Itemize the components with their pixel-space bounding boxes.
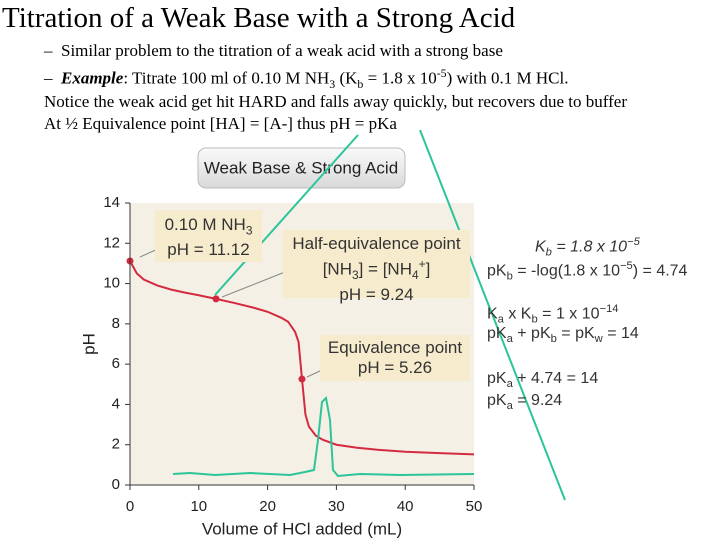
equation: Kb = 1.8 x 10−5 [535,236,640,259]
text: K [487,305,498,323]
text: (K [335,68,358,88]
text: K [535,238,546,256]
x-tick-label: 0 [126,498,134,515]
text: pK [487,262,507,280]
text: ] [425,259,431,279]
text: 3 [329,77,336,92]
x-tick-label: 10 [190,498,207,515]
text: Example [61,68,124,88]
text: = 1.8 x 10 [363,68,437,88]
text: Half-equivalence point [292,234,461,253]
text: ] = [NH [358,259,412,279]
bullet: – Example: Titrate 100 ml of 0.10 M NH3 … [44,66,568,92]
text: = 9.24 [512,392,563,409]
text: −14 [599,303,619,315]
text: = pK [556,325,595,342]
text: −5 [619,260,633,272]
text: ) = 4.74 [632,262,688,280]
y-tick-label: 12 [103,234,120,251]
equation: pKa + pKb = pKw = 14 [487,325,639,345]
text: -5 [436,66,447,80]
equation: Ka x Kb = 1 x 10−14 [487,303,619,326]
y-tick-label: 14 [103,194,120,211]
x-tick-label: 30 [328,498,345,515]
line-series [129,260,475,456]
text: + 4.74 = 14 [512,370,599,387]
y-tick-label: 4 [112,395,120,412]
equation: pKb = -log(1.8 x 10−5) = 4.74 [487,260,687,283]
point [212,295,220,303]
chart-title: Weak Base & Strong Acid [204,158,398,177]
annotation: Equivalence point pH = 5.26 [320,338,470,378]
point [298,375,306,383]
text: = 14 [602,325,639,342]
text: b [357,77,364,92]
text: = 1 x 10 [537,305,600,323]
text: pH = 11.12 [167,240,250,260]
text: w [594,333,603,346]
chart-title-box [197,147,406,189]
text: b [531,313,538,326]
text: pH = 5.26 [357,358,433,377]
text: 4 [411,268,419,283]
slide-title: Titration of a Weak Base with a Strong A… [2,2,516,34]
annotation: Half-equivalence point [NH3] = [NH4+] pH… [283,234,470,305]
text: b [506,270,513,283]
equation: pKa = 9.24 [487,392,562,412]
text: 3 [245,223,253,238]
hand-drawn-arrow [214,134,359,296]
text: a [497,313,504,326]
annotation: 0.10 M NH3 pH = 11.12 [155,215,262,260]
text: a [506,333,513,346]
leader-line [306,369,323,378]
x-axis-label: Volume of HCl added (mL) [202,519,402,538]
text: = 1.8 x 10 [551,238,628,256]
text: 3 [351,268,359,283]
text: – [44,68,53,88]
x-tick-label: 20 [259,498,276,515]
hand-drawn-curve [172,395,475,478]
text: a [506,400,513,413]
text: −5 [627,236,640,248]
y-tick-label: 6 [112,355,120,372]
x-tick-label: 40 [397,498,414,515]
y-axis-label: pH [79,333,98,355]
text: Similar problem to the titration of a we… [61,41,503,60]
text: : Titrate 100 ml of 0.10 M NH [123,68,330,88]
annotation-box [320,335,470,381]
text: 0.10 M NH [164,215,246,234]
equation: pKa + 4.74 = 14 [487,370,598,390]
text: + [418,257,426,271]
annotation-box [155,210,262,262]
text: b [550,333,557,346]
y-tick-label: 8 [112,315,120,332]
hand-drawn-arrow [419,129,566,501]
text: x K [503,305,532,323]
y-tick-label: 2 [112,436,120,453]
text: = -log(1.8 x 10 [512,262,620,280]
text: [NH [322,259,352,279]
text: + pK [512,325,551,342]
text: – [44,41,53,60]
annotation-box [283,230,470,298]
text: b [545,246,552,259]
text: pK [487,392,507,409]
text: pK [487,325,507,342]
text: Equivalence point [327,338,463,357]
x-tick-label: 50 [466,498,483,515]
text-line: Notice the weak acid get hit HARD and fa… [44,92,628,111]
text: pH = 9.24 [339,285,414,305]
text-line: At ½ Equivalence point [HA] = [A-] thus … [44,114,397,133]
leader-line [221,271,286,298]
text: pK [487,370,507,387]
bullet: – Similar problem to the titration of a … [44,41,503,61]
y-tick-label: 0 [112,476,120,493]
y-tick-label: 10 [103,275,120,292]
text: a [506,378,513,391]
text: ) with 0.1 M HCl. [446,68,569,88]
